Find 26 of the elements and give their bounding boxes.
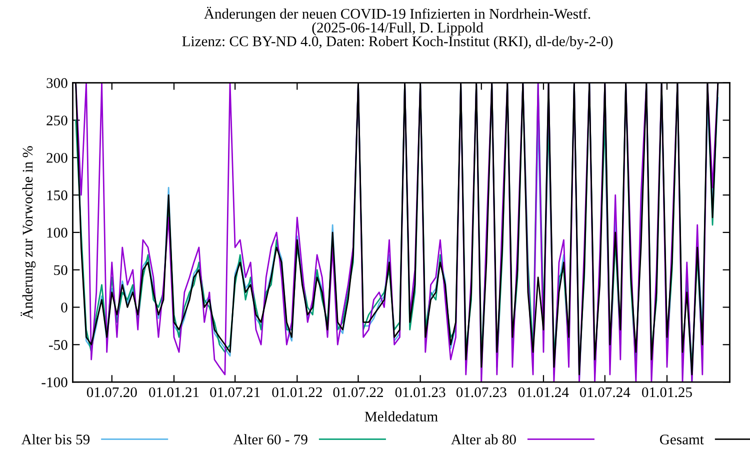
y-tick-label: 50 — [54, 265, 68, 276]
x-tick-label: 01.01.22 — [272, 387, 322, 398]
x-tick-label: 01.01.21 — [149, 387, 199, 398]
y-tick-label: 0 — [61, 302, 68, 312]
y-tick-label: 200 — [46, 152, 68, 163]
y-tick-label: 150 — [47, 190, 68, 200]
y-axis-title: Änderung zur Vorwoche in % — [20, 146, 36, 320]
y-tick-label: -50 — [48, 340, 68, 350]
legend-label: Alter 60 - 79 — [233, 434, 308, 444]
x-axis-title: Meldedatum — [364, 411, 438, 422]
y-tick-label: 250 — [46, 116, 68, 126]
x-tick-label: 01.01.23 — [395, 387, 446, 398]
legend-label: Alter ab 80 — [451, 434, 516, 444]
x-tick-label: 01.07.24 — [580, 387, 630, 398]
legend-label: Alter bis 59 — [21, 434, 90, 444]
y-tick-label: -100 — [42, 377, 68, 388]
chart-title: Änderungen der neuen COVID-19 Infizierten in Nordrhein-Westf. (2025-06-14/Full, D. Lippold Lizenz: CC BY-ND 4.0, Daten: Robert Koch-Institut (RKI), dl-de/by-2-0) — [182, 6, 613, 50]
y-tick-label: 100 — [47, 228, 68, 238]
x-tick-label: 01.07.21 — [210, 387, 260, 398]
x-tick-label: 01.07.20 — [86, 387, 137, 398]
y-tick-label: 300 — [46, 78, 68, 88]
x-tick-label: 01.07.22 — [333, 387, 383, 398]
x-tick-label: 01.07.23 — [456, 387, 506, 398]
x-tick-label: 01.01.25 — [642, 387, 692, 398]
x-tick-label: 01.01.24 — [518, 387, 569, 398]
legend-label: Gesamt — [660, 434, 704, 444]
